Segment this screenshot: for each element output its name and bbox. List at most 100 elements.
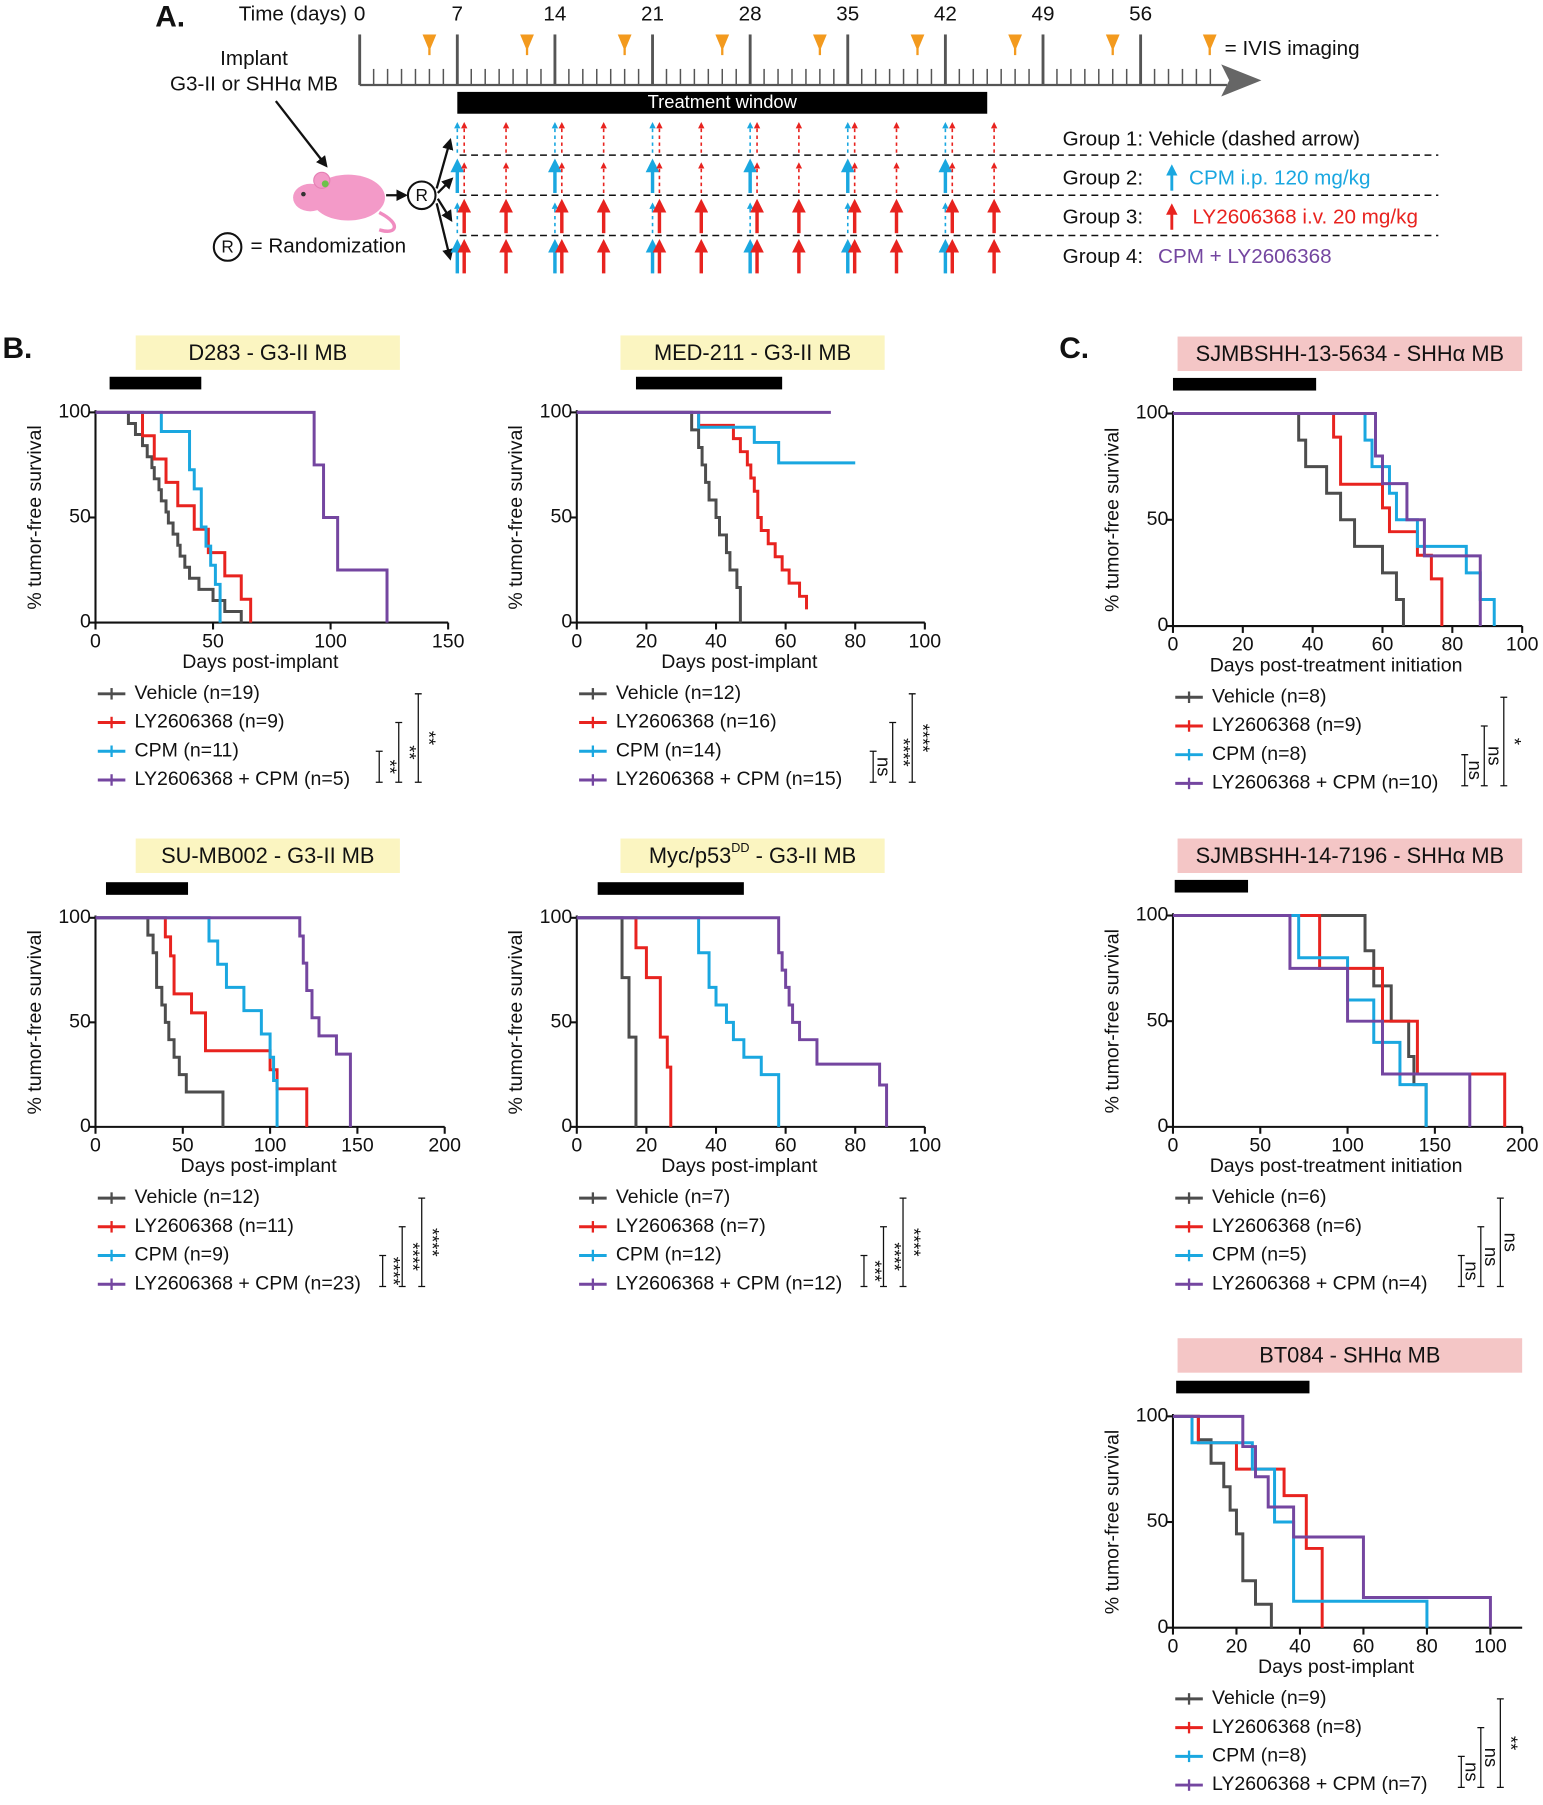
survival-curve	[95, 916, 279, 1127]
group-label: Group 1: Vehicle (dashed arrow)	[1063, 128, 1360, 151]
significance-label: **	[380, 760, 401, 774]
significance-label: ns	[873, 757, 894, 776]
survival-curve	[1172, 914, 1428, 1127]
title-box	[1177, 336, 1523, 372]
split-arrows	[435, 138, 454, 261]
significance-label: ns	[1462, 1762, 1483, 1781]
imaging-label: = IVIS imaging	[1225, 37, 1360, 60]
day-label: 0	[354, 2, 365, 25]
comparison-bracket	[1461, 754, 1469, 787]
significance-label: *	[1504, 738, 1525, 745]
y-tick-label: 100	[540, 401, 573, 423]
y-tick-label: 0	[80, 611, 91, 633]
chart-title: Myc/p53DD - G3-II MB	[649, 841, 856, 867]
comparison-bracket	[395, 721, 403, 783]
timeline-arrowhead	[1221, 64, 1262, 97]
significance-label: ****	[383, 1257, 404, 1286]
x-tick-label: 20	[1226, 1635, 1248, 1657]
comparison-bracket	[1457, 1755, 1465, 1788]
y-tick-label: 0	[561, 611, 572, 633]
comparison-bracket	[398, 1226, 406, 1288]
x-tick-label: 50	[172, 1135, 194, 1157]
imaging-marker	[1008, 34, 1023, 56]
title-text: SU-MB002 - G3-II MB	[161, 843, 374, 868]
x-tick-label: 150	[341, 1135, 374, 1157]
significance-label: ns	[1481, 1748, 1502, 1767]
x-tick-label: 150	[1419, 1135, 1452, 1157]
mouse	[293, 171, 397, 233]
title-superscript: DD	[731, 841, 749, 855]
survival-curve	[1172, 412, 1496, 627]
significance-label: ns	[1462, 1261, 1483, 1280]
survival-curve	[576, 916, 781, 1127]
x-tick-label: 0	[571, 1135, 582, 1157]
legend-entry: CPM (n=11)	[135, 739, 239, 761]
y-axis-label: % tumor-free survival	[505, 425, 527, 609]
y-tick-label: 50	[1147, 1009, 1169, 1031]
significance-label: **	[1501, 1736, 1522, 1750]
x-tick-label: 40	[1289, 1635, 1311, 1657]
y-tick-label: 50	[550, 506, 572, 528]
y-axis-label: % tumor-free survival	[1101, 929, 1123, 1113]
y-tick-label: 0	[1158, 614, 1169, 636]
title-box	[620, 335, 885, 370]
x-tick-label: 20	[636, 1135, 658, 1157]
day-label: 28	[739, 2, 762, 25]
treatment-bar	[1172, 377, 1317, 391]
x-tick-label: 150	[432, 630, 465, 652]
x-axis-label: Days post-implant	[661, 651, 818, 673]
legend-entry: LY2606368 (n=16)	[616, 711, 777, 733]
survival-curve	[1172, 1414, 1492, 1628]
x-tick-label: 200	[428, 1135, 461, 1157]
comparison-bracket	[418, 1197, 426, 1288]
legend-entry: LY2606368 + CPM (n=23)	[135, 1272, 361, 1294]
y-tick-label: 50	[69, 506, 91, 528]
x-tick-label: 200	[1506, 1135, 1539, 1157]
x-tick-label: 40	[705, 1135, 727, 1157]
group-label: Group 4:	[1063, 245, 1143, 268]
panel-label: A.	[155, 0, 185, 33]
y-tick-label: 100	[1136, 904, 1169, 926]
title-text: MED-211 - G3-II MB	[654, 340, 851, 365]
x-tick-label: 0	[90, 630, 101, 652]
chart-title: D283 - G3-II MB	[188, 340, 347, 365]
y-tick-label: 50	[69, 1010, 91, 1032]
imaging-marker	[910, 34, 925, 56]
randomization-circle	[406, 180, 437, 211]
legend-entry: LY2606368 (n=7)	[616, 1215, 766, 1237]
title-text: D283 - G3-II MB	[188, 340, 347, 365]
chart-title: SJMBSHH-14-7196 - SHHα MB	[1196, 843, 1504, 868]
x-tick-label: 80	[844, 1135, 866, 1157]
x-tick-label: 0	[1168, 1135, 1179, 1157]
title-box	[135, 335, 400, 370]
day-label: 7	[452, 2, 463, 25]
survival-curve	[95, 916, 309, 1127]
day-label: 35	[836, 2, 859, 25]
imaging-marker	[520, 34, 534, 56]
imaging-marker	[422, 34, 437, 56]
significance-label: ns	[1485, 746, 1506, 765]
y-tick-label: 0	[561, 1115, 572, 1137]
survival-curve	[95, 410, 222, 623]
significance-label: **	[419, 731, 440, 745]
y-axis-label: % tumor-free survival	[24, 930, 46, 1114]
y-axis-label: % tumor-free survival	[1101, 1430, 1123, 1614]
comparison-bracket	[1500, 696, 1508, 787]
survival-curve	[576, 916, 673, 1127]
day-label: 14	[543, 2, 566, 25]
arrow	[274, 100, 328, 168]
significance-label: ns	[1465, 761, 1486, 780]
legend-entry: LY2606368 (n=11)	[135, 1215, 294, 1237]
legend-entry: LY2606368 (n=9)	[135, 711, 285, 733]
legend-entry: LY2606368 (n=9)	[1212, 714, 1362, 736]
legend-entry: LY2606368 + CPM (n=10)	[1212, 772, 1438, 794]
x-tick-label: 80	[1416, 1635, 1438, 1657]
comparison-bracket	[889, 721, 897, 783]
significance-label: ****	[913, 724, 934, 753]
legend-entry: LY2606368 (n=8)	[1212, 1716, 1362, 1738]
comparison-bracket	[1457, 1254, 1465, 1288]
x-tick-label: 40	[1302, 634, 1324, 656]
x-tick-label: 0	[571, 630, 582, 652]
